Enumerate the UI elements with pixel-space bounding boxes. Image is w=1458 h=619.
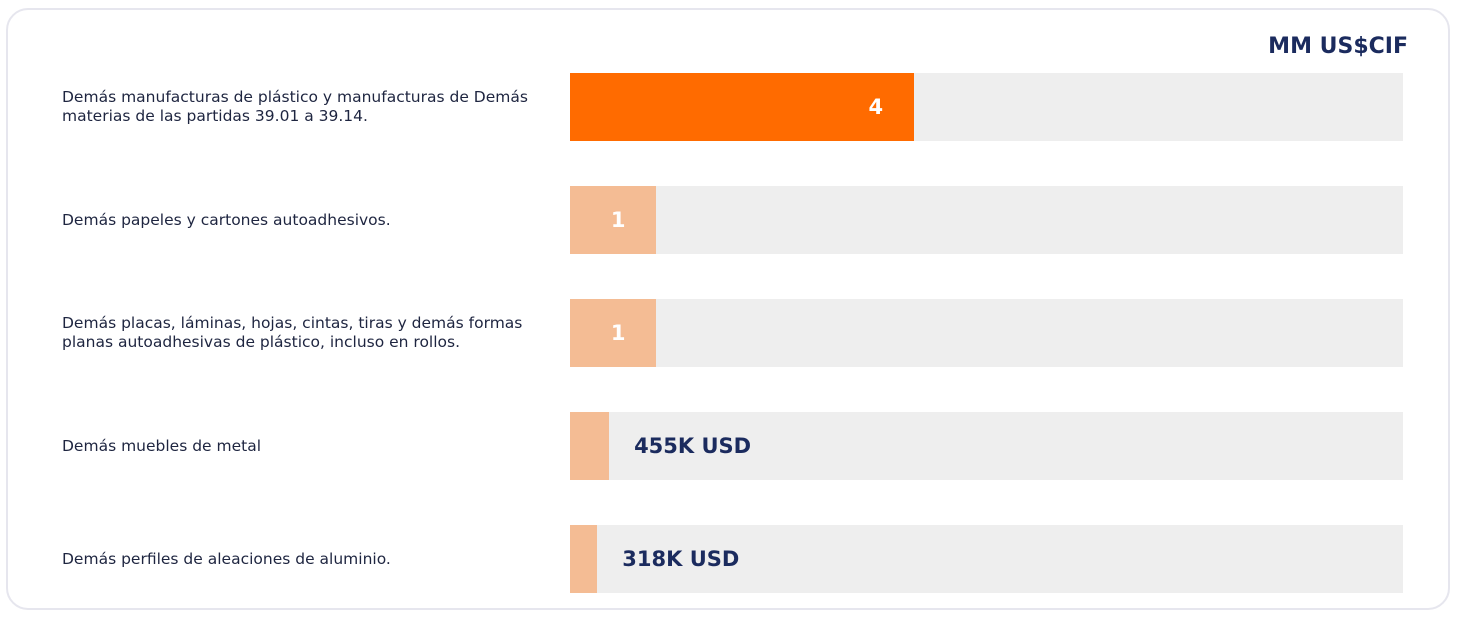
bar-track <box>570 412 1403 480</box>
bar <box>570 73 914 141</box>
category-label: Demás muebles de metal <box>62 436 262 455</box>
category-label: Demás perfiles de aleaciones de aluminio… <box>62 549 391 568</box>
bar <box>570 525 598 593</box>
category-label: Demás papeles y cartones autoadhesivos. <box>62 210 391 229</box>
bar-track <box>570 299 1403 367</box>
value-label: 1 <box>610 321 626 345</box>
bar-track <box>570 186 1403 254</box>
bar <box>570 412 610 480</box>
bar <box>570 299 656 367</box>
value-label: 318K USD <box>622 547 740 571</box>
value-label: 1 <box>610 208 626 232</box>
bar <box>570 186 656 254</box>
value-label: 455K USD <box>634 434 752 458</box>
value-label: 4 <box>868 95 884 119</box>
chart-card: MM US$CIF <box>6 8 1450 610</box>
chart-title: MM US$CIF <box>1268 34 1408 59</box>
category-label: Demás placas, láminas, hojas, cintas, ti… <box>62 314 523 351</box>
bar-track <box>570 525 1403 593</box>
category-label: Demás manufacturas de plástico y manufac… <box>62 88 528 125</box>
